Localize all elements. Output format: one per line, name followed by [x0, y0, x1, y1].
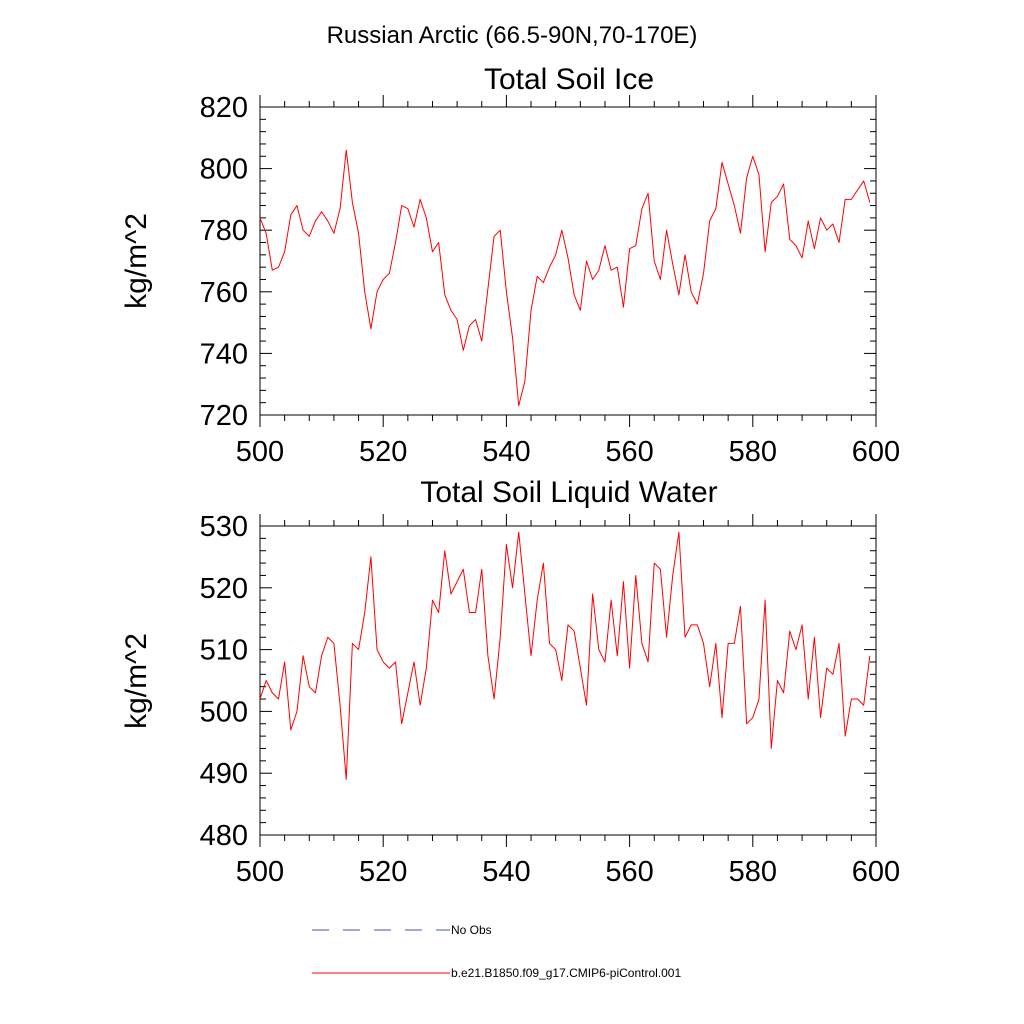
soil-liquid-y-tick-label: 500: [200, 696, 248, 728]
soil-ice-series-line: [259, 149, 871, 407]
soil-liquid-ticks: [259, 514, 877, 847]
soil-liquid-x-tick-label: 560: [605, 856, 653, 888]
soil-ice-y-tick-label: 760: [200, 277, 248, 309]
soil-liquid-x-tick-label: 500: [236, 856, 284, 888]
soil-liquid-y-tick-labels: 480 490 500 510 520 530: [200, 511, 248, 852]
soil-ice-y-axis-label: kg/m^2: [120, 213, 153, 309]
legend-label-model: b.e21.B1850.f09_g17.CMIP6-piControl.001: [451, 966, 681, 980]
soil-ice-y-tick-label: 740: [200, 338, 248, 370]
soil-ice-x-tick-label: 520: [359, 436, 407, 468]
soil-ice-frame: [259, 106, 877, 416]
soil-liquid-panel: Total Soil Liquid Water 4804905005105205…: [120, 476, 900, 888]
soil-liquid-y-tick-label: 520: [200, 573, 248, 605]
soil-ice-y-tick-label: 800: [200, 154, 248, 186]
soil-ice-y-tick-label: 780: [200, 215, 248, 247]
soil-ice-x-tick-label: 600: [852, 436, 900, 468]
soil-liquid-title: Total Soil Liquid Water: [420, 476, 717, 509]
soil-liquid-x-tick-label: 600: [852, 856, 900, 888]
soil-liquid-y-tick-label: 530: [200, 511, 248, 543]
soil-liquid-series: [259, 531, 871, 780]
soil-liquid-y-tick-label: 490: [200, 758, 248, 790]
soil-liquid-y-tick-label: 510: [200, 635, 248, 667]
soil-liquid-x-tick-label: 520: [359, 856, 407, 888]
soil-ice-y-tick-labels: 720 740 760 780 800 820: [200, 92, 248, 432]
soil-ice-x-tick-label: 500: [236, 436, 284, 468]
soil-ice-x-tick-label: 540: [482, 436, 530, 468]
soil-liquid-frame: [259, 525, 877, 836]
legend: No Obs b.e21.B1850.f09_g17.CMIP6-piContr…: [312, 923, 681, 980]
soil-ice-x-tick-labels: 500 520 540 560 580 600: [236, 436, 900, 468]
soil-ice-x-tick-label: 580: [729, 436, 777, 468]
soil-ice-title: Total Soil Ice: [484, 63, 654, 96]
soil-ice-series: [259, 149, 871, 407]
soil-ice-y-tick-label: 720: [200, 400, 248, 432]
soil-ice-panel: Total Soil Ice 720 740 760 780 800 820 500 520…: [120, 63, 900, 468]
soil-liquid-y-tick-label: 480: [200, 820, 248, 852]
soil-liquid-x-tick-labels: 500 520 540 560 580 600: [236, 856, 900, 888]
legend-label-obs: No Obs: [451, 923, 492, 937]
soil-liquid-x-tick-label: 580: [729, 856, 777, 888]
figure-title: Russian Arctic (66.5-90N,70-170E): [327, 22, 698, 49]
soil-liquid-y-axis-label: kg/m^2: [120, 633, 153, 729]
soil-liquid-x-tick-label: 540: [482, 856, 530, 888]
soil-liquid-series-line: [259, 531, 871, 780]
soil-ice-x-tick-label: 560: [605, 436, 653, 468]
soil-ice-y-tick-label: 820: [200, 92, 248, 124]
soil-ice-ticks: [259, 95, 877, 427]
